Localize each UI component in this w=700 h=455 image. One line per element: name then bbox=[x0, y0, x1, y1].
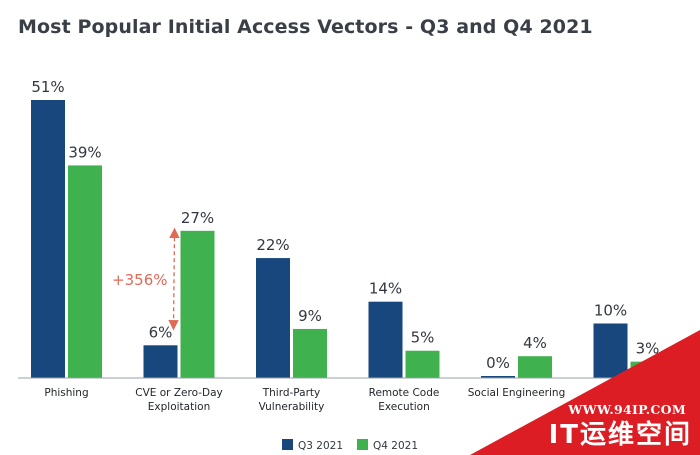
watermark-corner-shape bbox=[470, 330, 700, 455]
legend: Q3 2021 Q4 2021 bbox=[282, 439, 418, 452]
annotation-label: +356% bbox=[112, 271, 167, 289]
watermark: WWW.94IP.COM IT运维空间 bbox=[470, 330, 700, 455]
category-label-remote-code-execution-line-1: Remote Code bbox=[369, 387, 440, 399]
data-label-q3-2021-brute-force: 10% bbox=[594, 301, 627, 319]
category-label-third-party-vulnerability-line-1: Third-Party bbox=[262, 387, 321, 399]
bar-q4-2021-remote-code-execution bbox=[405, 350, 440, 378]
chart-title: Most Popular Initial Access Vectors - Q3… bbox=[18, 16, 593, 38]
bar-q3-2021-phishing bbox=[31, 100, 65, 378]
data-label-q4-2021-third-party-vulnerability: 9% bbox=[298, 307, 322, 325]
legend-label-q4-2021: Q4 2021 bbox=[373, 440, 418, 452]
bar-q3-2021-cve-or-zero-day-exploitation bbox=[143, 345, 178, 378]
watermark-url: WWW.94IP.COM bbox=[568, 402, 686, 417]
data-label-q3-2021-third-party-vulnerability: 22% bbox=[256, 236, 289, 254]
watermark-brand: IT运维空间 bbox=[548, 420, 692, 450]
data-label-q4-2021-remote-code-execution: 5% bbox=[411, 329, 435, 347]
category-label-phishing: Phishing bbox=[44, 387, 88, 399]
annotation-layer: +356% bbox=[112, 227, 180, 331]
category-label-third-party-vulnerability-line-2: Vulnerability bbox=[259, 401, 325, 413]
bar-q4-2021-third-party-vulnerability bbox=[293, 328, 327, 378]
bars-layer bbox=[31, 100, 665, 378]
data-label-q4-2021-phishing: 39% bbox=[68, 143, 101, 161]
data-label-q3-2021-phishing: 51% bbox=[31, 78, 64, 96]
legend-label-q3-2021: Q3 2021 bbox=[298, 440, 343, 452]
bar-q3-2021-third-party-vulnerability bbox=[256, 258, 290, 378]
category-label-cve-or-zero-day-exploitation-line-2: Exploitation bbox=[148, 401, 210, 413]
bar-q4-2021-cve-or-zero-day-exploitation bbox=[180, 230, 215, 378]
data-label-q3-2021-remote-code-execution: 14% bbox=[369, 280, 402, 298]
category-label-remote-code-execution-line-2: Execution bbox=[378, 401, 430, 413]
bar-q4-2021-phishing bbox=[68, 165, 102, 378]
category-label-cve-or-zero-day-exploitation-line-1: CVE or Zero-Day bbox=[135, 387, 222, 399]
bar-q3-2021-remote-code-execution bbox=[368, 301, 403, 378]
legend-swatch-q3-2021 bbox=[282, 439, 293, 450]
data-label-q4-2021-cve-or-zero-day-exploitation: 27% bbox=[181, 209, 214, 227]
annotation-arrow bbox=[168, 227, 180, 331]
data-label-q3-2021-cve-or-zero-day-exploitation: 6% bbox=[149, 323, 173, 341]
legend-swatch-q4-2021 bbox=[357, 439, 368, 450]
